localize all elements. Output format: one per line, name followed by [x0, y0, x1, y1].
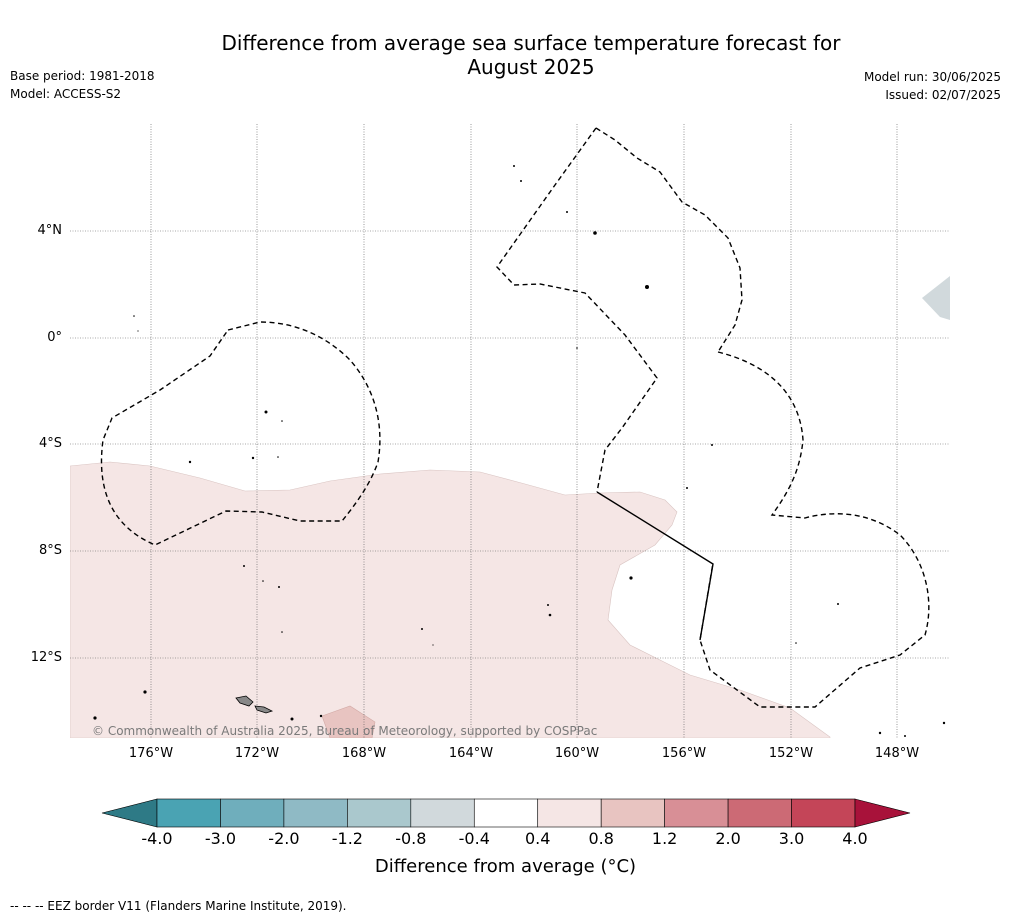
lon-label-168w: 168°W: [341, 746, 387, 761]
colorbar-segment: [473, 798, 539, 828]
colorbar-segment: [410, 798, 475, 828]
colorbar-segment: [600, 798, 665, 828]
base-period: Base period: 1981-2018: [10, 69, 155, 83]
colorbar-tick-label: -0.4: [458, 829, 490, 848]
colorbar-tick-label: -2.0: [268, 829, 300, 848]
warm-anomaly-region: [70, 461, 831, 738]
colorbar-tick-label: -1.2: [331, 829, 363, 848]
eez-border-north: [595, 127, 743, 353]
colorbar-low-arrow: [101, 798, 158, 828]
eez-borders: [100, 127, 930, 708]
island-tutuila: [254, 705, 274, 714]
colorbar-segment: [537, 798, 602, 828]
colorbar-label: Difference from average (°C): [374, 856, 637, 877]
map-area: [70, 124, 950, 738]
lat-label-8s: 8°S: [38, 543, 62, 558]
solid-boundary: [596, 491, 714, 641]
map-title: Difference from average sea surface temp…: [0, 31, 1011, 79]
colorbar: [101, 798, 911, 828]
colorbar-tick-label: -3.0: [204, 829, 237, 848]
lon-label-160w: 160°W: [554, 746, 600, 761]
eez-border-north-inner: [496, 127, 658, 493]
colorbar-high-arrow: [854, 798, 911, 828]
colorbar-segment: [664, 798, 729, 828]
model-run: Model run: 30/06/2025: [863, 70, 1001, 84]
eez-border-west: [100, 321, 381, 546]
map-title-line1: Difference from average sea surface temp…: [221, 31, 841, 55]
colorbar-tick-label: -4.0: [141, 829, 173, 848]
colorbar-segment: [283, 798, 348, 828]
colorbar-segment: [727, 798, 792, 828]
lat-label-0: 0°: [47, 330, 62, 345]
meta-left: Base period: 1981-2018 Model: ACCESS-S2: [10, 67, 155, 103]
colorbar-tick-label: 4.0: [842, 829, 868, 848]
colorbar-tick-label: 3.0: [778, 829, 805, 848]
lon-label-164w: 164°W: [448, 746, 494, 761]
map-title-line2: August 2025: [467, 55, 595, 79]
colorbar-segment: [791, 798, 856, 828]
lat-label-12s: 12°S: [30, 650, 62, 665]
eez-border-east: [699, 351, 930, 708]
colorbar-tick-label: 2.0: [715, 829, 741, 848]
model-name: Model: ACCESS-S2: [10, 87, 122, 101]
copyright-text: © Commonwealth of Australia 2025, Bureau…: [92, 724, 598, 738]
warm-anomaly-patch: [321, 705, 376, 738]
colorbar-tick-label: 0.4: [524, 829, 551, 848]
colorbar-tick-label: 0.8: [588, 829, 614, 848]
lat-label-4n: 4°N: [37, 223, 63, 238]
colorbar-segment: [347, 798, 412, 828]
lon-label-156w: 156°W: [661, 746, 707, 761]
lon-label-176w: 176°W: [128, 746, 174, 761]
colorbar-tick-label: -0.8: [395, 829, 427, 848]
lon-label-152w: 152°W: [768, 746, 814, 761]
lon-label-172w: 172°W: [234, 746, 280, 761]
cool-anomaly-patch: [922, 276, 950, 320]
island-samoa: [235, 695, 254, 707]
lat-label-4s: 4°S: [38, 436, 62, 451]
islands: [93, 165, 946, 737]
colorbar-segment: [220, 798, 285, 828]
eez-footnote: -- -- -- EEZ border V11 (Flanders Marine…: [10, 899, 347, 913]
colorbar-segment: [156, 798, 221, 828]
meta-right: Model run: 30/06/2025 Issued: 02/07/2025: [864, 68, 1001, 104]
colorbar-tick-label: 1.2: [651, 829, 678, 848]
graticule: [70, 124, 950, 738]
issued-date: Issued: 02/07/2025: [885, 88, 1001, 102]
lon-label-148w: 148°W: [874, 746, 920, 761]
